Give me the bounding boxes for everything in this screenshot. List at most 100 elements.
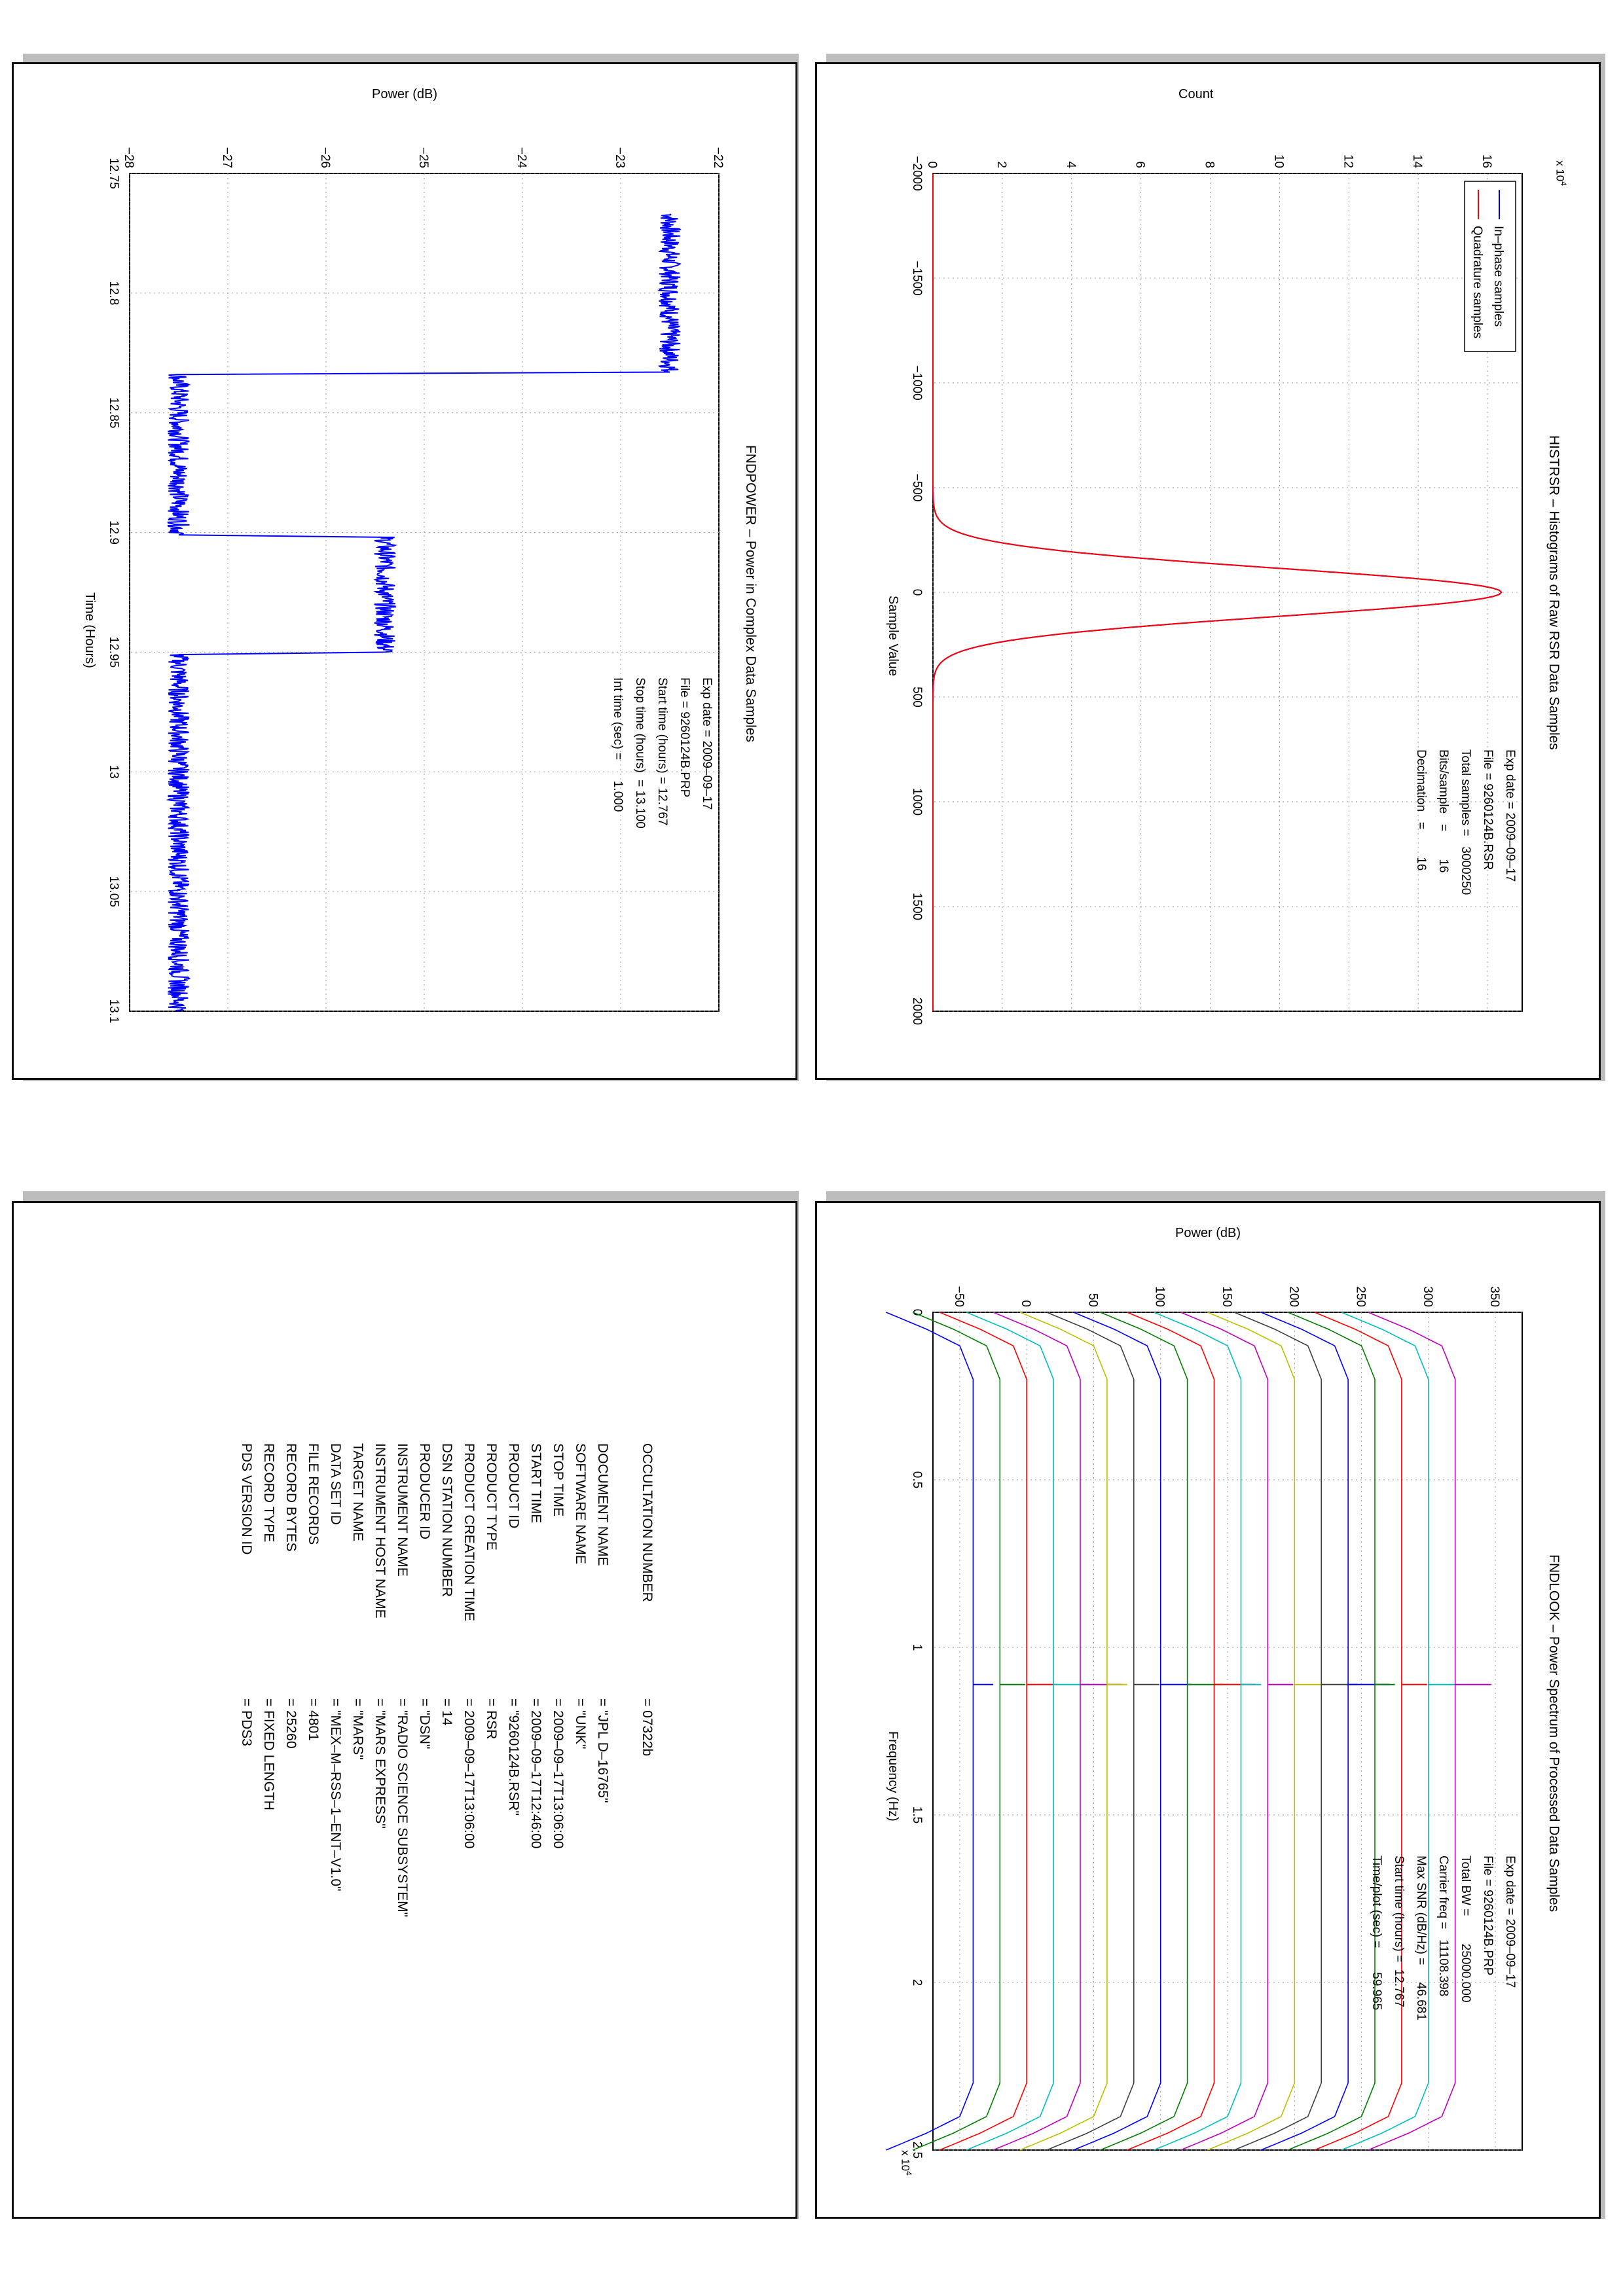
label-key: DSN STATION NUMBER	[439, 1443, 454, 1597]
plot-area	[932, 1312, 1523, 2151]
spectrum-series-11	[1180, 1312, 1269, 2151]
x-tick-label: 13.05	[107, 876, 120, 907]
label-key: RECORD BYTES	[283, 1443, 299, 1552]
histrsr-info-3: Bits/sample = 16	[1436, 749, 1450, 873]
label-value: = 2009–09–17T13:06:00	[551, 1698, 566, 1849]
label-value: = "DSN"	[417, 1698, 432, 1749]
spectrum-series-15	[1287, 1312, 1376, 2151]
power-series	[166, 213, 682, 1012]
y-tick-label: 16	[1480, 154, 1493, 168]
spectrum-series-2	[939, 1312, 1028, 2151]
label-key: PRODUCER ID	[417, 1443, 432, 1540]
legend-label-0: In–phase samples	[1491, 226, 1505, 327]
label-value: = 14	[439, 1698, 454, 1726]
y-tick-label: 12	[1341, 154, 1355, 168]
x-tick-label: 13.1	[107, 999, 120, 1024]
y-tick-label: 4	[1064, 161, 1078, 168]
fndpower-info-1: File = 9260124B.PRP	[678, 677, 691, 798]
label-value: = PDS3	[239, 1698, 254, 1746]
fndlook-info-6: Time/plot (sec) = 59.965	[1370, 1856, 1383, 2011]
label-table: PDS VERSION ID = PDS3 RECORD TYPE = FIXED L…	[12, 1201, 797, 2219]
fndlook-chart: 0 0.5 1 1.5 2 2.5 −50 0 50 100 150 200 250 300 350	[886, 1286, 1523, 2159]
y-tick-label: 0	[1019, 1300, 1032, 1307]
label-key: PRODUCT CREATION TIME	[462, 1443, 477, 1621]
label-key: PRODUCT TYPE	[484, 1443, 499, 1551]
x-tick-label: −1000	[910, 365, 924, 400]
x-tick-label: −1500	[910, 260, 924, 295]
fndlook-info-3: Carrier freq = 11108.398	[1436, 1856, 1450, 1997]
label-value: = "MARS"	[350, 1698, 365, 1760]
label-value: = FIXED LENGTH	[261, 1698, 276, 1810]
y-tick-label: −28	[122, 147, 136, 168]
x-tick-label: 2000	[910, 997, 924, 1025]
x-tick-label: −2000	[910, 156, 924, 190]
y-tick-label: −26	[318, 147, 332, 168]
spectrum-series-7	[1073, 1312, 1161, 2151]
label-value: = 07322b	[640, 1698, 655, 1757]
x-tick-label: 13	[107, 765, 120, 779]
y-tick-label: 350	[1487, 1286, 1501, 1307]
y-tick-label: 10	[1271, 154, 1285, 168]
histrsr-info-2: Total samples = 3000250	[1459, 749, 1472, 895]
y-tick-label: 250	[1354, 1286, 1368, 1307]
x-tick-label: 1500	[910, 893, 924, 920]
x-tick-label: 1000	[910, 788, 924, 816]
label-key: DATA SET ID	[328, 1443, 343, 1525]
fndlook-panel: FNDLOOK – Power Spectrum of Processed Da…	[815, 1201, 1601, 2219]
panel-fndlook-frame	[815, 1201, 1601, 2219]
y-tick-label: 6	[1133, 161, 1147, 168]
label-value: = 2009–09–17T13:06:00	[462, 1698, 477, 1849]
x-tick-label: 0	[910, 1309, 924, 1316]
histrsr-info-0: Exp date = 2009–09–17	[1503, 749, 1517, 882]
x-tick-label: 12.8	[107, 281, 120, 305]
x-tick-label: 0.5	[910, 1471, 924, 1488]
histrsr-info-1: File = 9260124B.RSR	[1481, 749, 1495, 870]
spectrum-series-13	[1233, 1312, 1322, 2151]
label-key: RECORD TYPE	[261, 1443, 276, 1543]
x-tick-label: 1.5	[910, 1806, 924, 1823]
spectrum-series-6	[1046, 1312, 1135, 2151]
label-key: OCCULTATION NUMBER	[640, 1443, 655, 1602]
x-tick-label: 0	[910, 589, 924, 596]
label-value: = RSR	[484, 1698, 499, 1740]
label-key: START TIME	[528, 1443, 543, 1524]
label-key: TARGET NAME	[350, 1443, 365, 1541]
label-value: = "UNK"	[573, 1698, 588, 1749]
label-key: INSTRUMENT HOST NAME	[373, 1443, 388, 1619]
spectrum-series-8	[1100, 1312, 1188, 2151]
label-key: SOFTWARE NAME	[573, 1443, 588, 1564]
fndpower-info-3: Stop time (hours) = 13.100	[633, 677, 647, 829]
y-tick-label: 0	[925, 161, 939, 168]
label-value: = "MARS EXPRESS"	[373, 1698, 388, 1829]
fndpower-info-4: Int time (sec) = 1.000	[611, 677, 625, 812]
legend-box	[1464, 181, 1516, 352]
fndlook-info-4: Max SNR (dB/Hz) = 46.681	[1414, 1856, 1428, 2020]
label-value: = "RADIO SCIENCE SUBSYSTEM"	[395, 1698, 410, 1918]
x-tick-label: 2	[910, 1979, 924, 1986]
label-key: FILE RECORDS	[306, 1443, 321, 1545]
x-tick-label: 500	[910, 687, 924, 708]
spectrum-series-4	[993, 1312, 1081, 2151]
label-key: PRODUCT ID	[506, 1443, 521, 1529]
x-tick-label: 12.85	[107, 397, 120, 429]
label-table-panel: PDS VERSION ID = PDS3 RECORD TYPE = FIXED L…	[12, 1201, 797, 2219]
label-value: = 25260	[283, 1698, 299, 1749]
spectrum-series-9	[1127, 1312, 1215, 2151]
label-key: DOCUMENT NAME	[595, 1443, 610, 1566]
fndlook-info-0: Exp date = 2009–09–17	[1503, 1856, 1517, 1988]
label-key: STOP TIME	[551, 1443, 566, 1517]
label-value: = 2009–09–17T12:46:00	[528, 1698, 543, 1849]
spectrum-series-17	[1341, 1312, 1429, 2151]
spectrum-series-0	[886, 1312, 974, 2151]
plot-area	[129, 173, 720, 1012]
x-tick-label: 12.95	[107, 637, 120, 668]
label-value: = 4801	[306, 1698, 321, 1741]
label-value: = "MEX–M–RSS–1–ENT–V1.0"	[328, 1698, 343, 1892]
y-tick-label: 8	[1203, 161, 1216, 168]
fndlook-info-1: File = 9260124B.PRP	[1481, 1856, 1495, 1976]
fndlook-info-5: Start time (hours) = 12.767	[1392, 1856, 1406, 2007]
spectrum-series-16	[1314, 1312, 1402, 2151]
histogram-series-1	[932, 173, 1503, 1011]
spectrum-series-3	[966, 1312, 1054, 2151]
x-tick-label: 12.9	[107, 520, 120, 545]
